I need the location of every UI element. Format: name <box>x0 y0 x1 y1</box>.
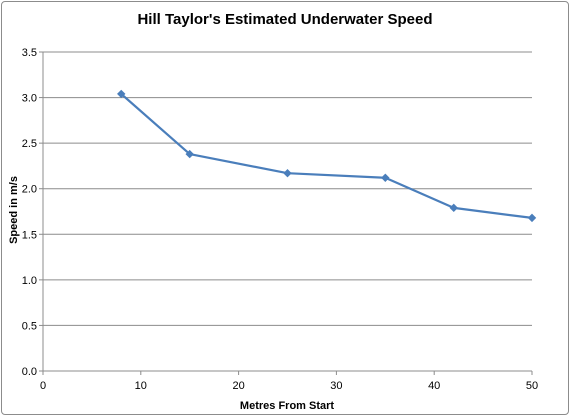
y-tick-label: 3.5 <box>22 47 37 59</box>
y-tick-label: 0.0 <box>22 366 37 378</box>
x-tick-label: 20 <box>232 380 244 392</box>
y-tick-label: 1.0 <box>22 275 37 287</box>
x-tick-label: 40 <box>428 380 440 392</box>
y-tick-label: 0.5 <box>22 320 37 332</box>
axes <box>39 51 533 375</box>
gridlines <box>43 51 532 326</box>
data-point <box>449 203 458 213</box>
data-point <box>185 149 194 159</box>
chart-title: Hill Taylor's Estimated Underwater Speed <box>137 11 432 28</box>
y-tick-label: 1.5 <box>22 229 37 241</box>
data-point <box>381 173 390 182</box>
data-point <box>117 89 126 99</box>
x-tick-label: 50 <box>526 380 538 392</box>
y-axis-label: Speed in m/s <box>8 176 20 244</box>
y-tick-label: 2.0 <box>22 184 37 196</box>
x-tick-label: 30 <box>330 380 342 392</box>
y-tick-label: 3.0 <box>22 93 37 105</box>
x-tick-label: 10 <box>135 380 147 392</box>
data-point <box>527 213 537 223</box>
series-layer <box>117 89 537 223</box>
series-line <box>120 93 533 219</box>
y-tick-label: 2.5 <box>22 138 37 150</box>
y-tick-labels: 0.0 0.5 1.0 1.5 2.0 2.5 3.0 3.5 <box>22 47 37 378</box>
x-tick-labels: 0 10 20 30 40 50 <box>40 380 538 392</box>
data-point <box>283 169 292 178</box>
x-axis-label: Metres From Start <box>240 400 334 412</box>
x-tick-label: 0 <box>40 380 46 392</box>
